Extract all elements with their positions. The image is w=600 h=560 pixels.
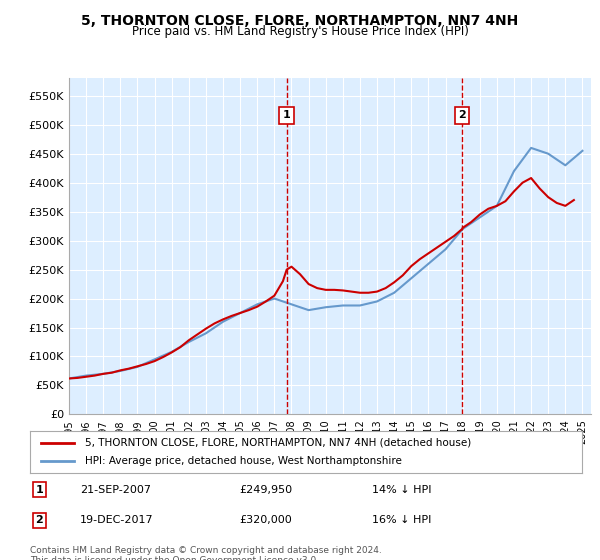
Text: Contains HM Land Registry data © Crown copyright and database right 2024.
This d: Contains HM Land Registry data © Crown c… xyxy=(30,546,382,560)
Text: 5, THORNTON CLOSE, FLORE, NORTHAMPTON, NN7 4NH (detached house): 5, THORNTON CLOSE, FLORE, NORTHAMPTON, N… xyxy=(85,438,472,448)
Text: 1: 1 xyxy=(283,110,290,120)
Text: 21-SEP-2007: 21-SEP-2007 xyxy=(80,484,151,494)
Text: 19-DEC-2017: 19-DEC-2017 xyxy=(80,515,154,525)
Text: 1: 1 xyxy=(35,484,43,494)
Text: 16% ↓ HPI: 16% ↓ HPI xyxy=(372,515,431,525)
Text: Price paid vs. HM Land Registry's House Price Index (HPI): Price paid vs. HM Land Registry's House … xyxy=(131,25,469,38)
Text: 2: 2 xyxy=(458,110,466,120)
Text: £320,000: £320,000 xyxy=(240,515,293,525)
Text: 5, THORNTON CLOSE, FLORE, NORTHAMPTON, NN7 4NH: 5, THORNTON CLOSE, FLORE, NORTHAMPTON, N… xyxy=(82,14,518,28)
Text: HPI: Average price, detached house, West Northamptonshire: HPI: Average price, detached house, West… xyxy=(85,456,402,466)
Text: 2: 2 xyxy=(35,515,43,525)
Text: £249,950: £249,950 xyxy=(240,484,293,494)
Text: 14% ↓ HPI: 14% ↓ HPI xyxy=(372,484,432,494)
